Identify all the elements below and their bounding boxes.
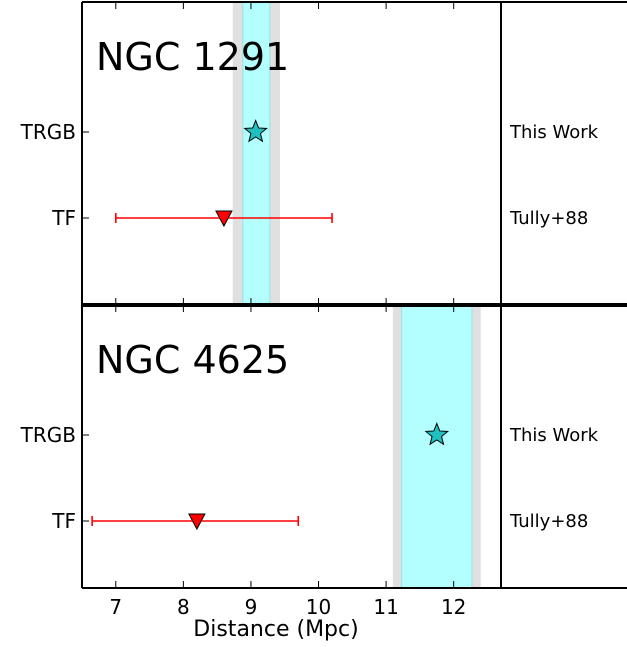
x-tick-label-8: 8	[177, 595, 190, 619]
ngc-4625-panel-title: NGC 4625	[96, 338, 289, 382]
ngc-4625-tf-reference: Tully+88	[509, 511, 588, 532]
ngc-4625-category-tf: TF	[51, 509, 76, 533]
ngc-1291-panel-title: NGC 1291	[96, 35, 289, 79]
ngc-1291-category-trgb: TRGB	[20, 120, 76, 144]
ngc-4625-inner-band	[401, 305, 472, 588]
ngc-4625-category-trgb: TRGB	[20, 423, 76, 447]
x-tick-label-9: 9	[245, 595, 258, 619]
ngc-4625-tf-triangle-marker	[188, 513, 206, 531]
ngc-1291-inner-band	[242, 2, 270, 305]
ngc-1291-trgb-reference: This Work	[509, 122, 599, 143]
x-tick-label-12: 12	[441, 595, 466, 619]
x-tick-label-10: 10	[306, 595, 331, 619]
ngc-1291-category-tf: TF	[51, 206, 76, 230]
ngc-4625-trgb-reference: This Work	[509, 425, 599, 446]
ngc-1291-tf-reference: Tully+88	[509, 208, 588, 229]
ngc-4625-trgb-star-marker	[424, 422, 450, 446]
ngc-1291-tf-triangle-marker	[215, 210, 233, 228]
x-axis-label: Distance (Mpc)	[193, 617, 358, 642]
ngc-1291-trgb-star-marker	[243, 119, 268, 143]
x-tick-label-7: 7	[109, 595, 122, 619]
x-tick-label-11: 11	[373, 595, 398, 619]
